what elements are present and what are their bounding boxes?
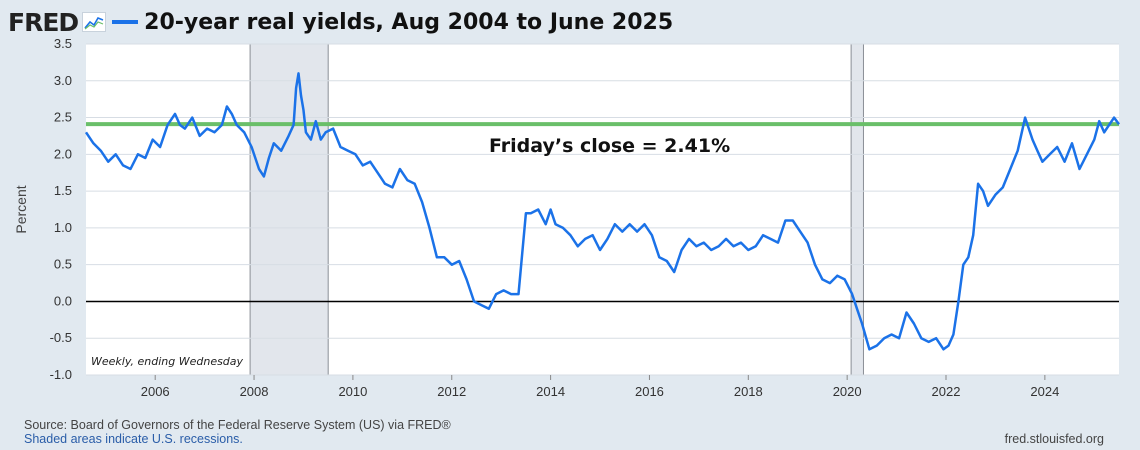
x-tick-label: 2008	[240, 384, 269, 399]
y-tick-label: 0.0	[54, 293, 72, 308]
y-tick-label: 3.0	[54, 73, 72, 88]
y-axis: -1.0 -0.5 0.0 0.5 1.0 1.5 2.0 2.5 3.0 3.5	[50, 36, 72, 382]
x-axis: 2006 2008 2010 2012 2014 2016 2018 2020 2022 2024	[141, 375, 1059, 399]
y-tick-label: 0.5	[54, 257, 72, 272]
source-note: Source: Board of Governors of the Federa…	[24, 418, 451, 432]
recession-note: Shaded areas indicate U.S. recessions.	[24, 432, 243, 446]
x-tick-label: 2012	[437, 384, 466, 399]
chart-title: 20-year real yields, Aug 2004 to June 20…	[144, 9, 674, 35]
x-tick-label: 2006	[141, 384, 170, 399]
site-url[interactable]: fred.stlouisfed.org	[1004, 432, 1104, 446]
y-tick-label: -0.5	[50, 330, 72, 345]
y-tick-label: 2.5	[54, 110, 72, 125]
legend-swatch	[112, 20, 139, 24]
y-tick-label: 2.0	[54, 146, 72, 161]
recession-band	[249, 43, 329, 376]
series-line[interactable]	[84, 72, 1121, 351]
y-tick-label: 1.5	[54, 183, 72, 198]
x-tick-label: 2010	[338, 384, 367, 399]
fred-logo[interactable]: FRED	[8, 7, 79, 37]
y-tick-label: 1.0	[54, 220, 72, 235]
y-axis-label: Percent	[13, 185, 29, 233]
trend-chart-icon	[82, 12, 107, 32]
x-tick-label: 2024	[1030, 384, 1059, 399]
y-tick-label: 3.5	[54, 36, 72, 51]
recession-bands	[249, 43, 864, 376]
reference-line-label: Friday’s close = 2.41%	[489, 135, 730, 157]
frequency-note-bg	[87, 351, 249, 371]
x-tick-label: 2022	[932, 384, 961, 399]
x-tick-label: 2016	[635, 384, 664, 399]
plot-area	[86, 44, 1119, 375]
x-tick-label: 2018	[734, 384, 763, 399]
frequency-note: Weekly, ending Wednesday	[91, 355, 244, 368]
x-tick-label: 2020	[833, 384, 862, 399]
x-tick-label: 2014	[536, 384, 565, 399]
y-tick-label: -1.0	[50, 367, 72, 382]
chart-header: FRED 20-year real yields, Aug 2004 to Ju…	[8, 4, 673, 40]
